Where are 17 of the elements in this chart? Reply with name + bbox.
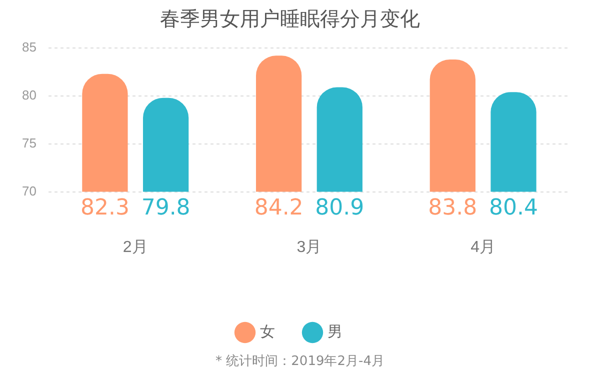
data-label: 80.4 <box>489 196 538 221</box>
y-tick-label: 85 <box>22 40 36 55</box>
x-tick-label: 4月 <box>470 238 496 256</box>
chart-title: 春季男女用户睡眠得分月变化 <box>160 8 420 31</box>
legend-label: 女 <box>260 324 275 341</box>
data-label: 84.2 <box>254 196 304 221</box>
data-label: 80.9 <box>315 196 364 221</box>
legend-label: 男 <box>328 324 342 341</box>
y-tick-label: 75 <box>22 135 36 150</box>
data-label: 83.8 <box>428 196 478 221</box>
x-tick-label: 2月 <box>122 238 148 256</box>
x-tick-label: 3月 <box>296 238 322 256</box>
text: * 统计时间：2019年2月-4月 <box>214 353 386 370</box>
y-tick-label: 70 <box>22 183 36 198</box>
y-tick-label: 80 <box>22 88 36 103</box>
data-label: 82.3 <box>80 196 130 221</box>
data-label: 79.8 <box>141 196 190 221</box>
